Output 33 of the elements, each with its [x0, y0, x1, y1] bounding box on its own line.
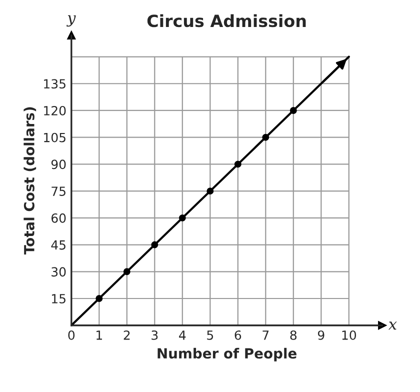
- y-tick-label: 15: [52, 294, 66, 304]
- x-tick-label: 5: [207, 330, 214, 340]
- point: [178, 214, 186, 222]
- y-axis-title: Total Cost (dollars): [24, 107, 36, 254]
- text: y: [66, 15, 76, 27]
- point: [151, 241, 158, 248]
- text: x: [388, 322, 397, 330]
- y-tick-label: 105: [44, 132, 66, 142]
- y-tick-label: 90: [51, 160, 66, 170]
- x-tick-label: 3: [152, 330, 158, 340]
- x-tick-label: 7: [262, 330, 269, 340]
- y-tick-label: 75: [52, 186, 66, 196]
- x-tick-label: 9: [318, 330, 324, 340]
- x-tick-label: 10: [342, 330, 356, 340]
- x-tick-label: 4: [179, 330, 186, 340]
- y-tick-label: 30: [52, 267, 66, 277]
- x-tick-label: 2: [124, 330, 130, 340]
- chart-title: Circus Admission: [147, 14, 306, 28]
- point: [206, 188, 214, 195]
- point: [262, 134, 270, 141]
- x-tick-label: 8: [290, 330, 297, 340]
- point: [96, 295, 103, 302]
- x-axis-title: Number of People: [158, 348, 296, 362]
- y-tick-label: 45: [51, 240, 66, 250]
- x-tick-label: 6: [234, 330, 242, 340]
- point: [290, 107, 297, 114]
- x-tick-label: 1: [96, 330, 102, 340]
- point: [234, 160, 242, 168]
- y-tick-label: 60: [52, 213, 66, 223]
- point: [123, 268, 130, 276]
- y-tick-label: 120: [44, 106, 66, 116]
- y-tick-label: 135: [44, 79, 66, 89]
- x-tick-label: 0: [68, 330, 75, 340]
